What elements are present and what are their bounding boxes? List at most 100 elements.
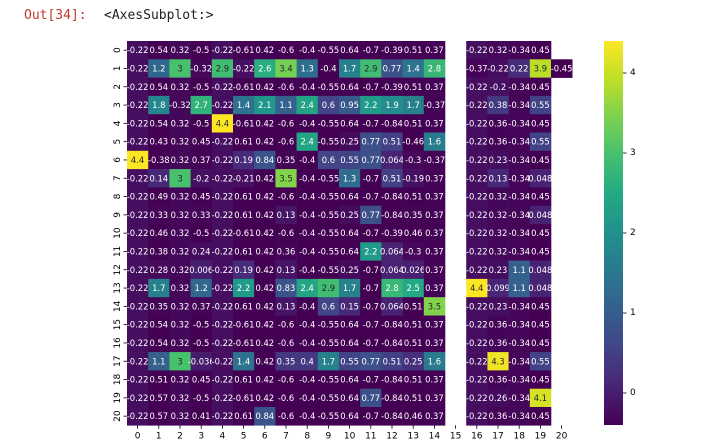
- cell-value-label: 1.4: [237, 100, 250, 110]
- y-tick-label: 0: [113, 47, 123, 53]
- heatmap-cell: [127, 95, 149, 115]
- colorbar-tick-label: 3: [630, 148, 636, 158]
- heatmap-cell: [529, 187, 552, 206]
- cell-value-label: -0.32: [190, 63, 212, 73]
- heatmap-cell: [339, 95, 361, 115]
- heatmap-cell: [402, 77, 425, 97]
- cell-value-label: -0.4: [299, 155, 315, 165]
- heatmap-cell: [466, 224, 488, 243]
- cell-value-label: 0.32: [171, 137, 190, 147]
- heatmap-cell: [233, 388, 255, 408]
- heatmap-cell: [487, 370, 509, 389]
- heatmap-cell: [360, 242, 382, 261]
- cell-value-label: 2.4: [301, 283, 314, 293]
- heatmap-cell: [127, 59, 149, 78]
- heatmap-cell: [423, 333, 446, 353]
- heatmap-cell: [487, 242, 509, 261]
- heatmap-cell: [190, 205, 213, 225]
- heatmap-cell: [211, 407, 234, 426]
- cell-value-label: -0.55: [318, 393, 340, 403]
- cell-value-label: -0.34: [508, 320, 530, 330]
- heatmap-cell: [487, 114, 509, 133]
- heatmap-cell: [339, 370, 361, 389]
- cell-value-label: -0.22: [212, 45, 234, 55]
- heatmap-cell: [254, 95, 276, 115]
- x-tick-label: 13: [407, 431, 418, 441]
- heatmap-cell: [508, 150, 531, 170]
- heatmap-cell: [254, 352, 276, 371]
- cell-value-label: -0.37: [424, 100, 446, 110]
- cell-value-label: 3.5: [279, 173, 292, 183]
- cell-value-label: 0.45: [192, 192, 211, 202]
- heatmap-cell: [317, 150, 340, 170]
- cell-value-label: 0.51: [404, 118, 423, 128]
- cell-value-label: -0.22: [466, 210, 488, 220]
- cell-value-label: -0.7: [363, 411, 379, 421]
- heatmap-cell: [529, 77, 552, 97]
- heatmap-cell: [317, 132, 340, 152]
- cell-value-label: 0.77: [383, 63, 402, 73]
- cell-value-label: 0.61: [234, 375, 253, 385]
- cell-value-label: -0.4: [299, 45, 315, 55]
- cell-value-label: -0.55: [318, 228, 340, 238]
- cell-value-label: -0.22: [466, 393, 488, 403]
- heatmap-cell: [127, 205, 149, 225]
- heatmap-cell: [508, 333, 531, 353]
- heatmap-cell: [339, 114, 361, 133]
- heatmap-cell: [169, 205, 191, 225]
- cell-value-label: 0.64: [340, 375, 359, 385]
- cell-value-label: 1.6: [428, 356, 441, 366]
- cell-value-label: 0.37: [425, 393, 444, 403]
- cell-value-label: -0.4: [299, 265, 315, 275]
- cell-value-label: 0.37: [425, 320, 444, 330]
- cell-value-label: 2.8: [428, 63, 441, 73]
- heatmap-cell: [529, 242, 552, 261]
- heatmap-cell: [169, 132, 191, 152]
- cell-value-label: 0.36: [489, 338, 508, 348]
- cell-value-label: 0.42: [255, 118, 274, 128]
- cell-value-label: -0.55: [318, 45, 340, 55]
- heatmap-cell: [529, 59, 552, 78]
- heatmap-cell: [487, 315, 509, 335]
- heatmap-cell: [148, 278, 170, 298]
- heatmap-cell: [402, 278, 425, 298]
- cell-value-label: 0.4: [301, 356, 314, 366]
- heatmap-cell: [381, 77, 403, 97]
- y-tick-label: 5: [113, 139, 123, 145]
- y-tick-label: 11: [113, 246, 123, 257]
- heatmap-cell: [529, 41, 552, 60]
- cell-value-label: 0.55: [340, 356, 359, 366]
- heatmap-cell: [487, 150, 509, 170]
- heatmap-cell: [529, 278, 552, 298]
- cell-value-label: -0.4: [299, 411, 315, 421]
- cell-value-label: 1.6: [428, 137, 441, 147]
- cell-value-label: -0.22: [212, 265, 234, 275]
- cell-value-label: -0.22: [466, 192, 488, 202]
- heatmap-cell: [169, 333, 191, 353]
- heatmap-cell: [148, 315, 170, 335]
- heatmap-cell: [127, 187, 149, 206]
- cell-value-label: -0.7: [363, 45, 379, 55]
- cell-value-label: 0.45: [531, 118, 550, 128]
- heatmap-cell: [487, 95, 509, 115]
- x-tick-label: 9: [326, 431, 332, 441]
- cell-value-label: 0.19: [234, 155, 253, 165]
- heatmap-cell: [487, 278, 509, 298]
- cell-value-label: 2.9: [216, 63, 229, 73]
- heatmap-cell: [127, 370, 149, 389]
- cell-value-label: 2.1: [258, 100, 271, 110]
- cell-value-label: -0.34: [508, 246, 530, 256]
- y-tick-label: 18: [113, 374, 123, 386]
- heatmap-cell: [529, 132, 552, 152]
- cell-value-label: -0.34: [508, 393, 530, 403]
- cell-value-label: -0.22: [127, 338, 149, 348]
- heatmap-cell: [402, 407, 425, 426]
- heatmap-cell: [339, 352, 361, 371]
- heatmap-cell: [423, 150, 446, 170]
- heatmap-cell: [529, 260, 552, 280]
- x-tick-label: 14: [429, 431, 441, 441]
- cell-value-label: 0.13: [277, 210, 296, 220]
- cell-value-label: -0.84: [381, 338, 403, 348]
- cell-value-label: 0.42: [255, 82, 274, 92]
- heatmap-cell: [148, 205, 170, 225]
